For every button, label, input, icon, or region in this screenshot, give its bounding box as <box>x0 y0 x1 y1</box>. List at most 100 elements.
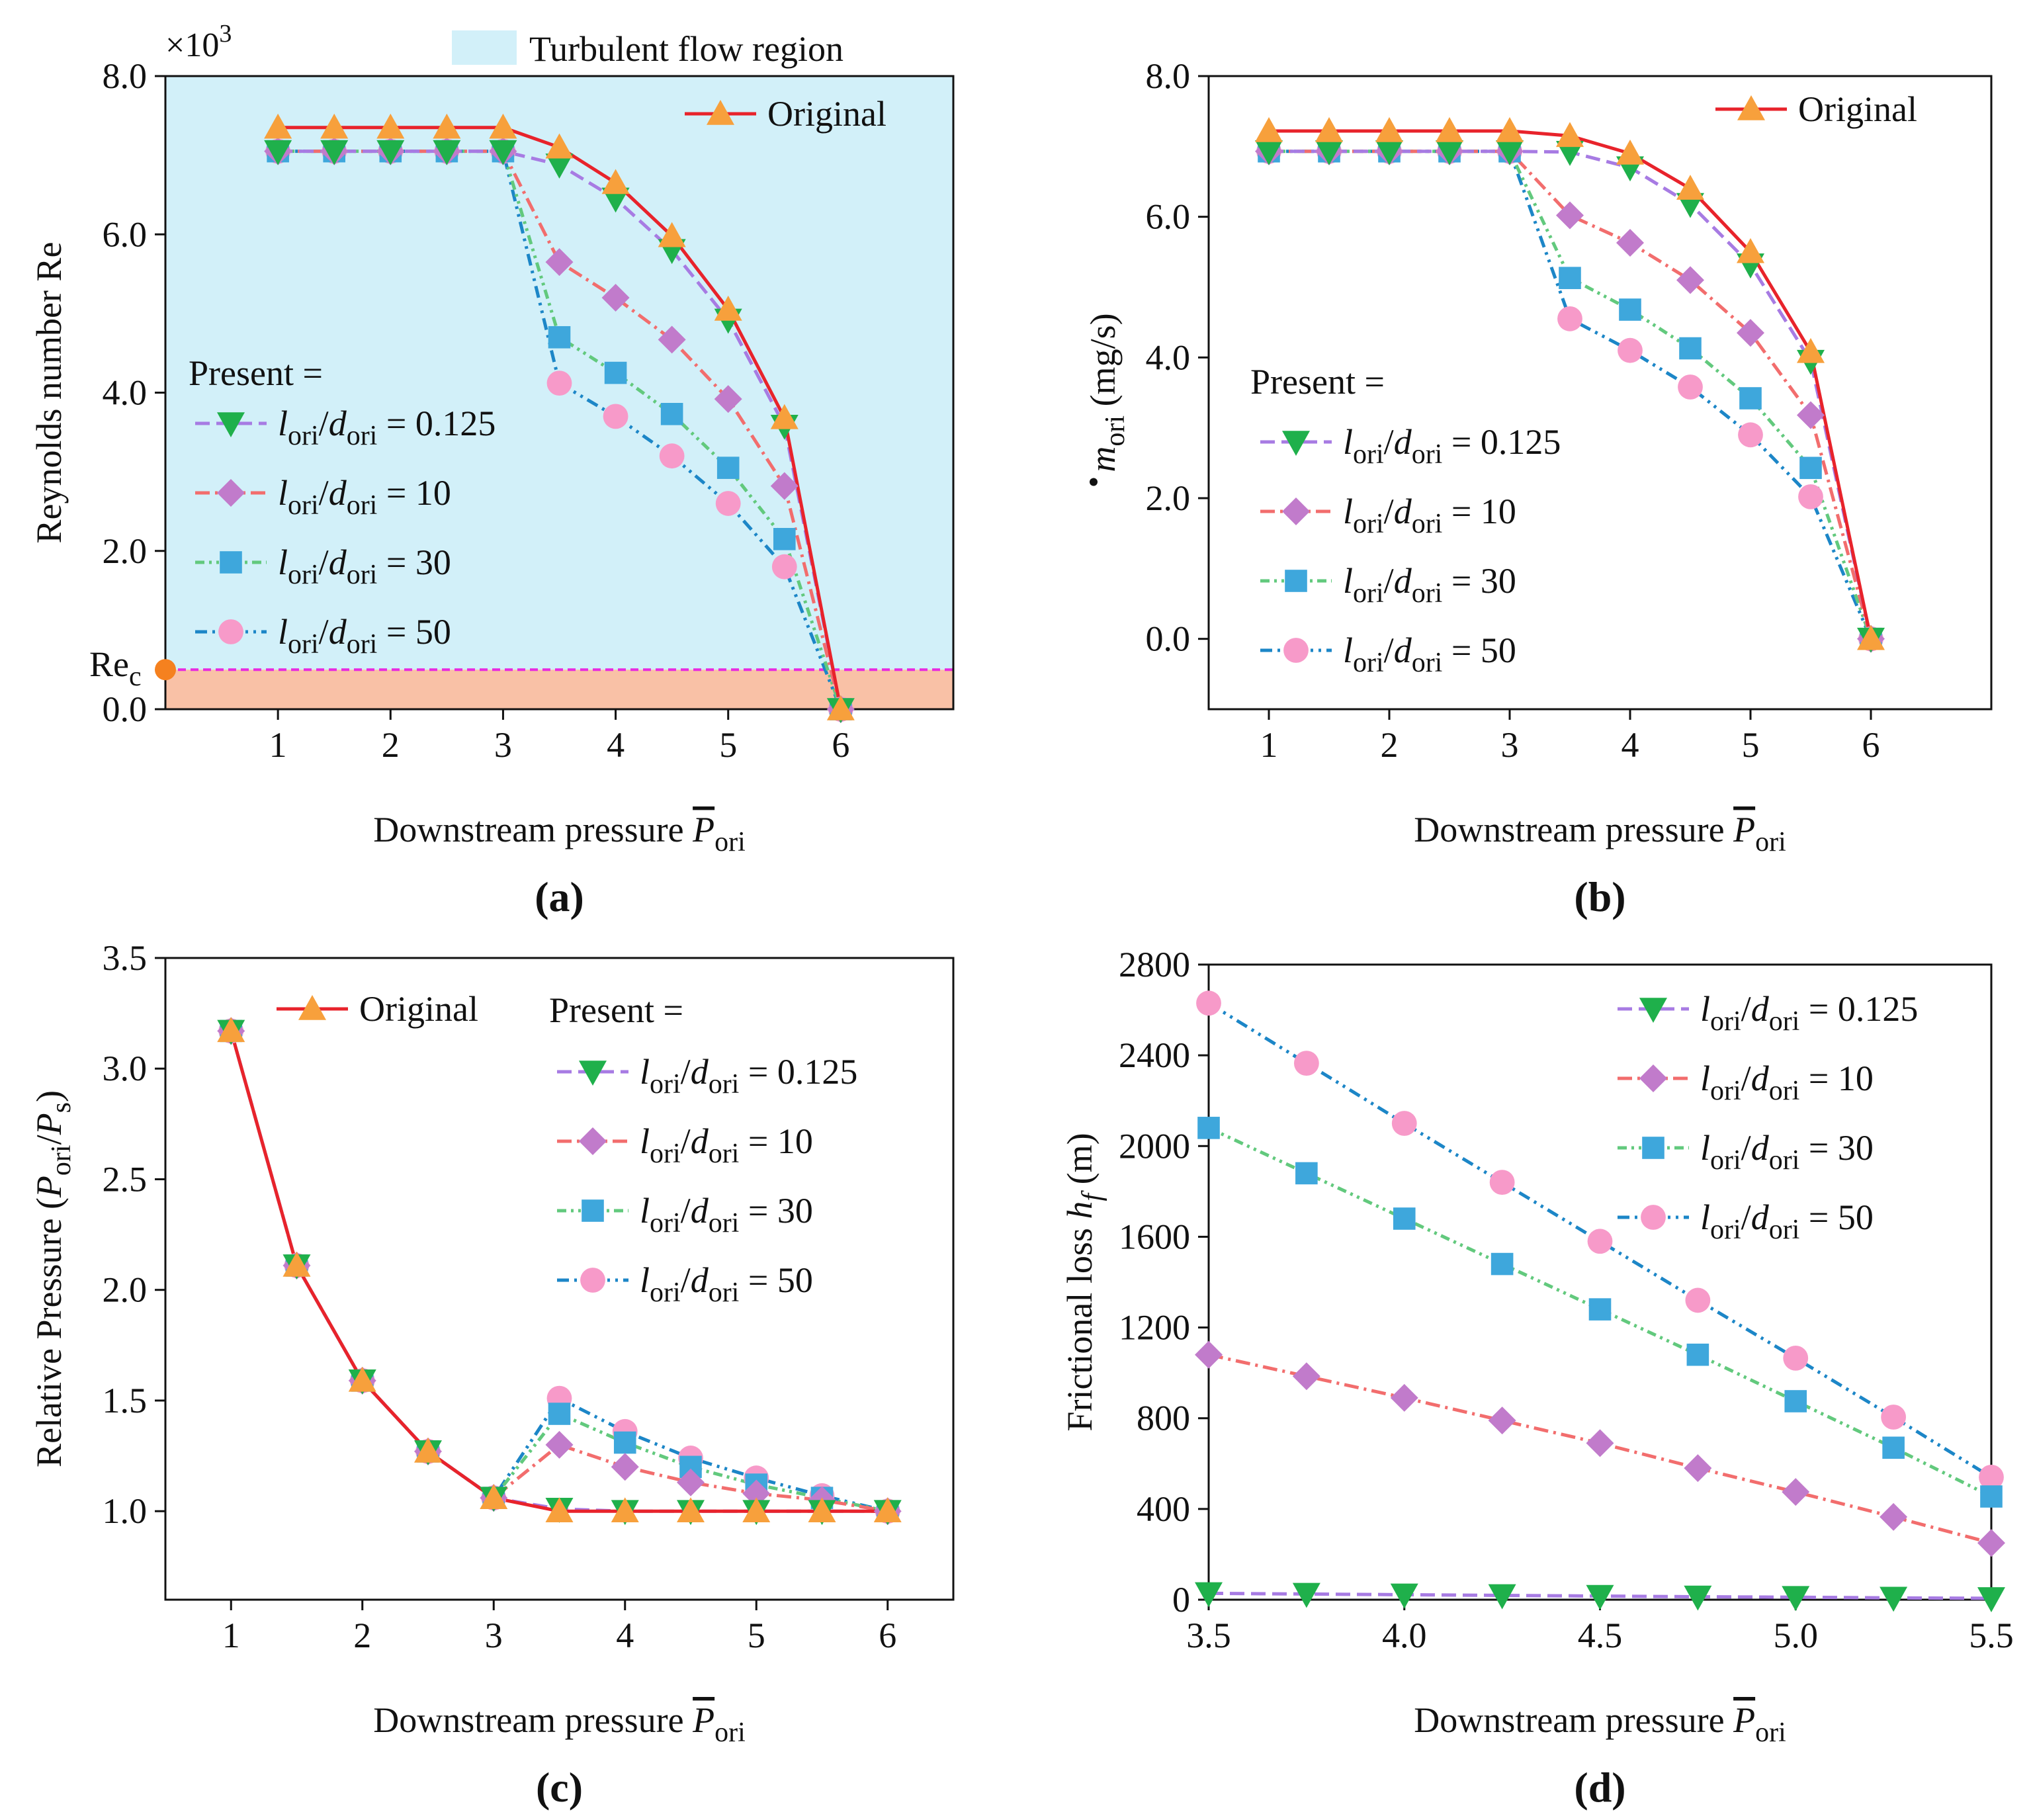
legend-marker <box>582 1199 604 1222</box>
legend-label: lori/dori = 0.125 <box>278 404 496 451</box>
legend-marker <box>707 100 734 125</box>
data-point <box>1880 1586 1908 1612</box>
data-point <box>611 1497 639 1523</box>
legend-marker <box>1641 1205 1666 1230</box>
data-point <box>660 402 683 425</box>
y-tick-label: 2400 <box>1119 1035 1190 1075</box>
data-point <box>376 113 405 139</box>
y-tick-label: 2.0 <box>103 531 148 571</box>
legend-label: lori/dori = 0.125 <box>1343 422 1561 470</box>
data-point <box>677 1468 705 1496</box>
legend-entry-r0125: lori/dori = 0.125 <box>1260 422 1561 470</box>
legend-present-label: Present = <box>1250 362 1385 402</box>
data-point <box>1488 1584 1516 1610</box>
y-tick-label: 2800 <box>1119 945 1190 984</box>
data-point <box>264 113 292 139</box>
series-line <box>1207 1002 1993 1479</box>
legend-marker <box>1639 998 1667 1023</box>
data-point <box>1979 1464 2004 1490</box>
data-point <box>808 1497 836 1523</box>
data-point <box>1292 1582 1320 1608</box>
y-tick-label: 2.5 <box>103 1159 148 1199</box>
data-point <box>714 385 742 413</box>
series-markers-original <box>264 113 855 720</box>
data-point <box>1436 116 1463 142</box>
data-point <box>217 1017 245 1043</box>
data-point <box>489 113 517 139</box>
series-r50 <box>1207 1002 1993 1479</box>
data-point <box>545 1430 574 1459</box>
y-tick-label: 2.0 <box>103 1270 148 1310</box>
y-axis-label: Relative Pressure (Pori/Ps) <box>29 1090 77 1467</box>
data-point <box>1315 116 1343 142</box>
legend-entry-original: Original <box>277 989 478 1029</box>
data-point <box>1797 401 1825 429</box>
chart-panel-d: 3.5 4.0 4.5 5.0 5.5 0 400 800 1200 1600 2000 2400 28… <box>1060 945 2014 1811</box>
series-markers-r10 <box>1195 1340 2005 1557</box>
data-point <box>1292 1362 1320 1391</box>
x-tick-label: 5.0 <box>1774 1616 1819 1655</box>
data-point <box>1739 387 1762 410</box>
plot-frame <box>1207 75 1993 711</box>
data-point <box>282 1251 311 1277</box>
legend-marker <box>217 479 245 507</box>
y-tick-label: 3.0 <box>103 1049 148 1088</box>
legend-label: lori/dori = 10 <box>1343 492 1516 539</box>
data-point <box>1436 140 1463 165</box>
y-tick-label: 8.0 <box>1146 56 1191 96</box>
legend-label: lori/dori = 10 <box>278 473 451 521</box>
data-point <box>1676 266 1704 294</box>
data-point <box>1857 625 1885 650</box>
data-point <box>376 140 405 165</box>
data-point <box>546 370 572 396</box>
legend-label: Original <box>767 94 886 134</box>
y-tick-label: 4.0 <box>103 373 148 413</box>
y-tick-label: 0.0 <box>103 689 148 729</box>
data-point <box>1882 1436 1905 1459</box>
turbulent-legend-swatch <box>452 30 517 65</box>
data-point <box>545 248 574 277</box>
data-point <box>742 1497 771 1523</box>
data-point <box>603 404 628 429</box>
legend-entry-r30: lori/dori = 30 <box>1618 1128 1874 1176</box>
data-point <box>1798 484 1823 509</box>
data-point <box>548 1403 571 1425</box>
series-markers-r50 <box>1196 990 2004 1490</box>
y-tick-label: 1.0 <box>103 1491 148 1531</box>
data-point <box>1488 1407 1516 1435</box>
x-tick-label: 5 <box>719 725 737 765</box>
legend-marker <box>217 412 245 437</box>
legend-entry-r0125: lori/dori = 0.125 <box>557 1052 857 1100</box>
legend-entry-r10: lori/dori = 10 <box>195 473 451 521</box>
panel-label: (b) <box>1574 873 1625 920</box>
data-point <box>1618 337 1643 363</box>
y-axis-label: mori (mg/s) <box>1083 313 1131 472</box>
series-line <box>229 1030 888 1513</box>
y-axis-label: Reynolds number Re <box>29 242 69 544</box>
data-point <box>658 325 686 354</box>
y-tick-label: 1600 <box>1119 1217 1190 1256</box>
data-point <box>1195 1582 1223 1608</box>
panel-label: (d) <box>1574 1764 1625 1811</box>
legend-marker <box>1737 95 1765 120</box>
y-tick-label: 2.0 <box>1146 478 1191 518</box>
x-tick-label: 2 <box>353 1616 371 1655</box>
data-point <box>1556 122 1584 148</box>
legend-entry-r0125: lori/dori = 0.125 <box>195 404 496 451</box>
legend-label: lori/dori = 0.125 <box>640 1052 857 1100</box>
legend-label: lori/dori = 30 <box>1700 1128 1874 1176</box>
legend-marker <box>579 1061 607 1086</box>
data-point <box>611 1453 639 1481</box>
data-point <box>1557 306 1582 331</box>
series-markers-original <box>217 1017 902 1523</box>
data-point <box>1390 1583 1418 1609</box>
x-axis-label: Downstream pressure Pori <box>373 1700 746 1748</box>
legend-label: lori/dori = 50 <box>640 1260 813 1308</box>
legend-label: lori/dori = 10 <box>1700 1059 1874 1106</box>
y-tick-label: 4.0 <box>1146 337 1191 377</box>
x-tick-label: 3 <box>485 1616 503 1655</box>
y-tick-label: 800 <box>1137 1399 1190 1438</box>
chart-panel-a: 1 2 3 4 5 6 0.0 2.0 4.0 6.0 8.0 Downstream pressure… <box>29 20 955 920</box>
legend-entry-r50: lori/dori = 50 <box>1260 630 1516 678</box>
data-point <box>1977 1587 2005 1612</box>
